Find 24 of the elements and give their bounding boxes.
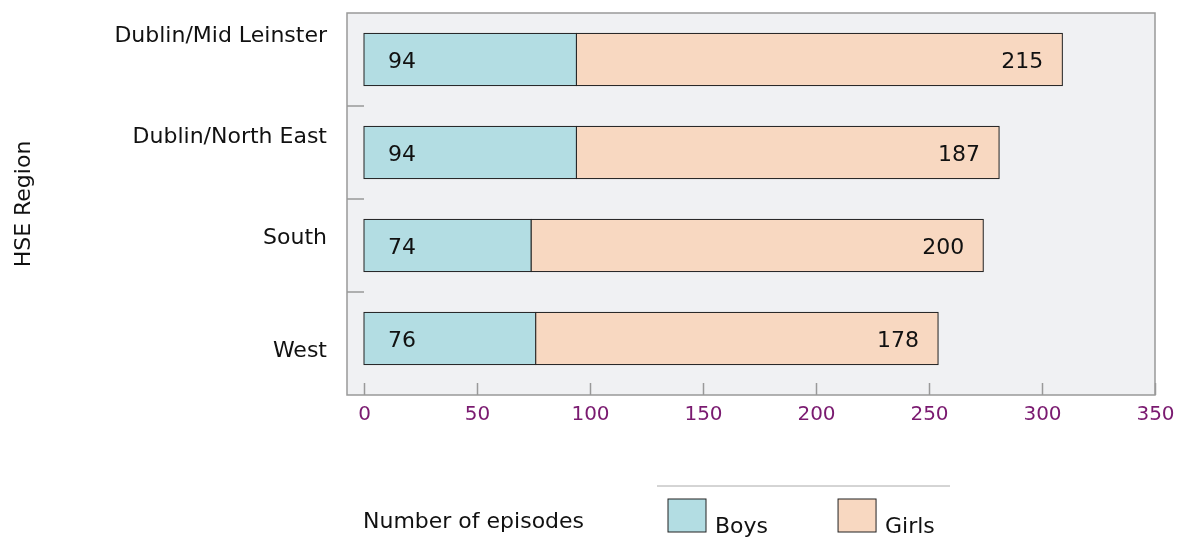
- x-tick-label: 150: [684, 401, 723, 425]
- y-tick-label: West: [272, 336, 328, 362]
- x-tick-label: 350: [1136, 401, 1175, 425]
- y-tick-label: South: [263, 223, 327, 249]
- x-tick-label: 250: [910, 401, 949, 425]
- data-label: 74: [388, 233, 416, 259]
- data-label: 215: [1001, 47, 1044, 73]
- data-label: 94: [388, 47, 416, 73]
- x-tick-label: 100: [571, 401, 610, 425]
- data-label: 76: [388, 326, 416, 352]
- data-label: 187: [938, 140, 981, 166]
- y-axis-title: HSE Region: [10, 140, 35, 268]
- data-label: 94: [388, 140, 416, 166]
- data-label: 200: [922, 233, 965, 259]
- x-tick-label: 200: [797, 401, 836, 425]
- x-tick-label: 50: [464, 401, 491, 425]
- x-tick-label: 0: [358, 401, 371, 425]
- x-axis-title: Number of episodes: [363, 508, 585, 533]
- y-tick-label: Dublin/Mid Leinster: [114, 21, 328, 47]
- data-label: 178: [877, 326, 920, 352]
- x-tick-label: 300: [1023, 401, 1062, 425]
- y-tick-label: Dublin/North East: [132, 122, 328, 148]
- legend-label: Girls: [885, 513, 935, 538]
- legend-label: Boys: [715, 513, 769, 538]
